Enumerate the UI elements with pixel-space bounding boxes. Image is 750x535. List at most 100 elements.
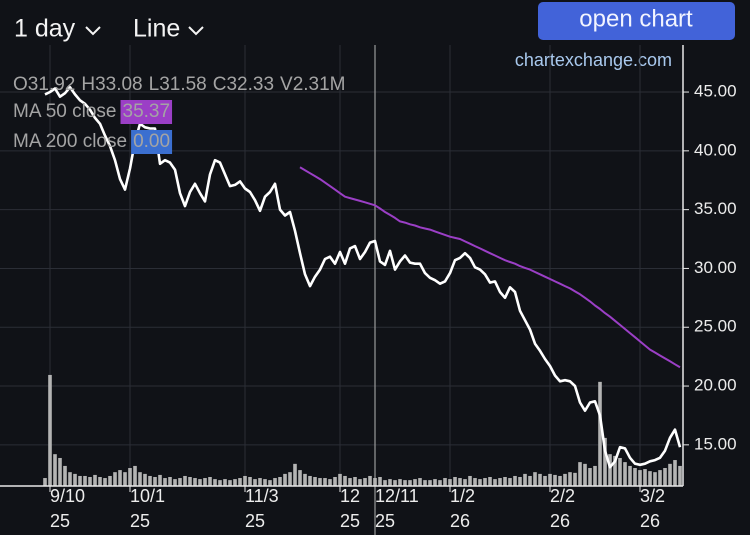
volume-bar (213, 479, 217, 486)
volume-bar (468, 475, 472, 486)
volume-bar (668, 463, 672, 486)
volume-bar (233, 479, 237, 486)
volume-bar (498, 478, 502, 486)
volume-bar (153, 477, 157, 486)
volume-bar (533, 472, 537, 486)
interval-dropdown[interactable]: 1 day (14, 15, 76, 43)
volume-bar (538, 473, 542, 486)
volume-bar (293, 463, 297, 486)
volume-bar (393, 480, 397, 486)
y-tick-label: 20.00 (694, 376, 737, 395)
volume-bar (508, 478, 512, 486)
volume-bar (503, 477, 507, 486)
volume-bar (48, 374, 52, 486)
volume-bar (553, 474, 557, 486)
y-tick-label: 40.00 (694, 140, 737, 159)
volume-bar (173, 479, 177, 486)
volume-bar (568, 472, 572, 486)
ohlc-value: 33.08 (95, 74, 143, 95)
price-line (44, 86, 682, 469)
volume-bar (628, 465, 632, 486)
ohlc-value: 31.92 (28, 74, 76, 95)
volume-bar (488, 477, 492, 486)
style-chevron[interactable] (188, 26, 204, 36)
ohlc-key: V (280, 74, 293, 95)
ohlc-key: H (81, 74, 95, 95)
volume-bar (188, 477, 192, 486)
volume-bar (208, 477, 212, 486)
volume-bar (413, 479, 417, 486)
ma-value-box (120, 100, 173, 124)
volume-bar (443, 478, 447, 486)
volume-bar (113, 472, 117, 486)
volume-bar (448, 479, 452, 486)
volume-bar (418, 478, 422, 486)
grid (0, 45, 683, 535)
x-tick-label: 2/2 26 (550, 486, 575, 531)
volume-bar (483, 478, 487, 486)
volume-bar (333, 477, 337, 486)
volume-bar (648, 471, 652, 486)
volume-bar (93, 474, 97, 486)
volume-bar (88, 477, 92, 486)
x-tick-label: 3/2 26 (640, 486, 665, 531)
volume-bar (573, 472, 577, 486)
volume-bar (83, 475, 87, 486)
volume-bar (358, 479, 362, 486)
ma-line (299, 166, 681, 369)
volume-bar (423, 480, 427, 486)
volume-bar (43, 478, 47, 486)
volume-bar (58, 457, 62, 486)
volume-bar (133, 465, 137, 486)
x-tick-label: 10/1 25 (130, 486, 165, 531)
volume-bar (588, 468, 592, 486)
interval-chevron[interactable] (85, 26, 101, 36)
volume-bar (528, 475, 532, 486)
y-tick-label: 30.00 (694, 258, 737, 277)
volume-bar (453, 477, 457, 486)
volume-bar (518, 477, 522, 486)
open-chart-label[interactable]: open chart (579, 5, 693, 32)
volume-bar (373, 478, 377, 486)
ohlc-value: 31.58 (159, 74, 207, 95)
volume-bar (303, 473, 307, 486)
volume-bar (603, 437, 607, 486)
volume-bar (123, 472, 127, 486)
volume-bar (513, 475, 517, 486)
volume-bar (558, 475, 562, 486)
volume-bar (403, 480, 407, 486)
y-tick-label: 25.00 (694, 317, 737, 336)
volume-bar (263, 479, 267, 486)
volume-bar (308, 475, 312, 486)
style-dropdown[interactable]: Line (133, 15, 180, 43)
volume-bar (353, 477, 357, 486)
volume-bar (298, 470, 302, 486)
volume-bar (138, 472, 142, 486)
volume-bar (478, 479, 482, 486)
volume-bars (43, 374, 682, 486)
volume-bar (408, 480, 412, 486)
volume-bar (678, 465, 682, 486)
volume-bar (643, 469, 647, 486)
volume-bar (663, 468, 667, 486)
volume-bar (218, 480, 222, 486)
y-tick-label: 15.00 (694, 434, 737, 453)
volume-bar (493, 479, 497, 486)
volume-bar (458, 478, 462, 486)
volume-bar (383, 480, 387, 486)
ma-value-box (131, 130, 173, 154)
volume-bar (148, 475, 152, 486)
volume-bar (73, 473, 77, 486)
ma-name: MA 200 close (13, 131, 127, 152)
volume-bar (368, 475, 372, 486)
volume-bar (178, 478, 182, 486)
volume-bar (253, 479, 257, 486)
ma-value: 0.00 (133, 131, 170, 152)
ma-value: 35.37 (123, 101, 171, 122)
volume-bar (543, 475, 547, 486)
open-chart-button[interactable] (538, 2, 735, 40)
volume-bar (243, 475, 247, 486)
x-tick-label: 11/3 25 (245, 486, 279, 531)
y-tick-label: 35.00 (694, 199, 737, 218)
